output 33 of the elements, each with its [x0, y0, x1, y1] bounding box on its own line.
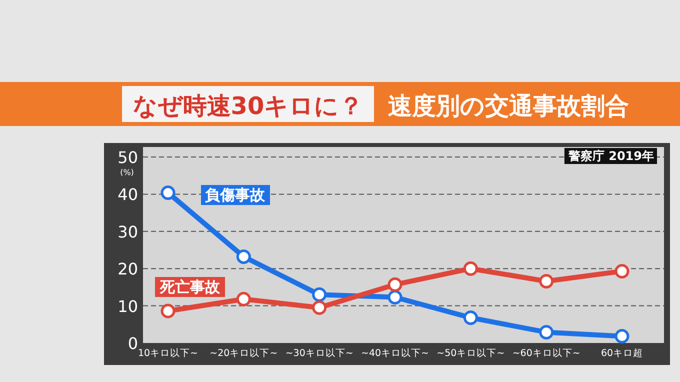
- x-tick-label: 10キロ以下~: [138, 347, 198, 359]
- chart-title: なぜ時速30キロに？: [132, 92, 364, 120]
- x-tick-label: ~40キロ以下~: [360, 347, 430, 359]
- point: [388, 277, 402, 292]
- point: [236, 292, 251, 306]
- series-label: 負傷事故: [205, 186, 266, 204]
- point: [160, 304, 176, 318]
- y-tick-label: 0: [128, 334, 138, 353]
- y-tick-label: 50: [118, 148, 138, 167]
- point: [614, 329, 630, 344]
- point: [236, 249, 251, 264]
- point: [463, 261, 478, 276]
- point: [312, 300, 327, 315]
- x-tick-label: ~30キロ以下~: [285, 347, 354, 359]
- chart-subtitle: 速度別の交通事故割合: [388, 92, 629, 120]
- x-tick-label: 60キロ超: [600, 347, 644, 359]
- x-tick-label: ~50キロ以下~: [436, 347, 505, 359]
- point: [312, 287, 327, 302]
- x-tick-label: ~20キロ以下~: [210, 347, 278, 359]
- y-tick-label: 40: [118, 185, 138, 204]
- point: [463, 310, 478, 325]
- point: [614, 264, 630, 278]
- y-tick-label: 20: [118, 260, 138, 279]
- point: [539, 324, 554, 340]
- y-tick-label: 10: [118, 296, 138, 316]
- y-tick-label: 30: [118, 222, 138, 242]
- series-label: 死亡事故: [159, 278, 221, 296]
- point: [388, 290, 402, 304]
- point: [160, 185, 176, 200]
- y-axis-title: (%): [120, 168, 134, 177]
- annotation: 警察庁 2019年: [567, 149, 654, 163]
- x-tick-label: ~60キロ以下~: [512, 347, 580, 359]
- point: [539, 274, 554, 288]
